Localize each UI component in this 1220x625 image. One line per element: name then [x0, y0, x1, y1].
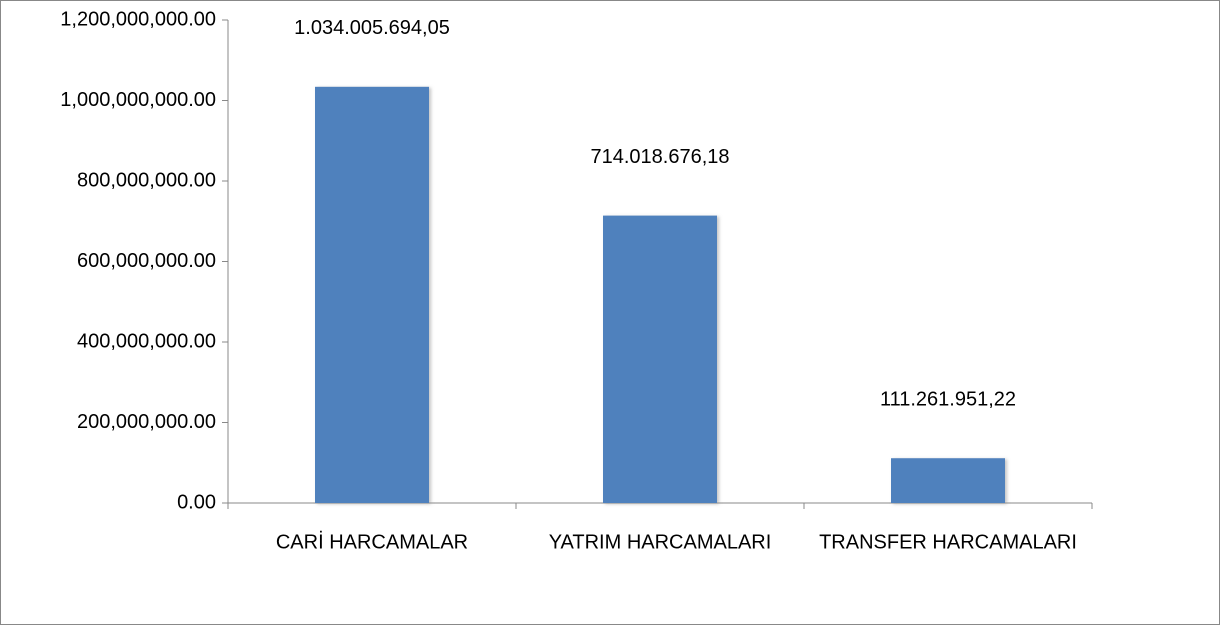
- x-tick-label: TRANSFER HARCAMALARI: [819, 531, 1077, 553]
- x-tick-label: YATRIM HARCAMALARI: [549, 531, 772, 553]
- data-label: 1.034.005.694,05: [294, 17, 450, 39]
- bar: [891, 458, 1005, 503]
- y-tick-label: 200,000,000.00: [77, 411, 216, 433]
- y-tick-label: 0.00: [177, 491, 216, 513]
- data-label: 714.018.676,18: [590, 146, 729, 168]
- y-tick-label: 600,000,000.00: [77, 250, 216, 272]
- x-tick-label: CARİ HARCAMALAR: [276, 530, 468, 553]
- y-tick-label: 1,000,000,000.00: [60, 89, 216, 111]
- y-tick-label: 1,200,000,000.00: [60, 8, 216, 30]
- data-label: 111.261.951,22: [880, 388, 1016, 410]
- bar: [315, 86, 429, 503]
- bar: [603, 215, 717, 503]
- y-tick-label: 400,000,000.00: [77, 330, 216, 352]
- y-tick-label: 800,000,000.00: [77, 169, 216, 191]
